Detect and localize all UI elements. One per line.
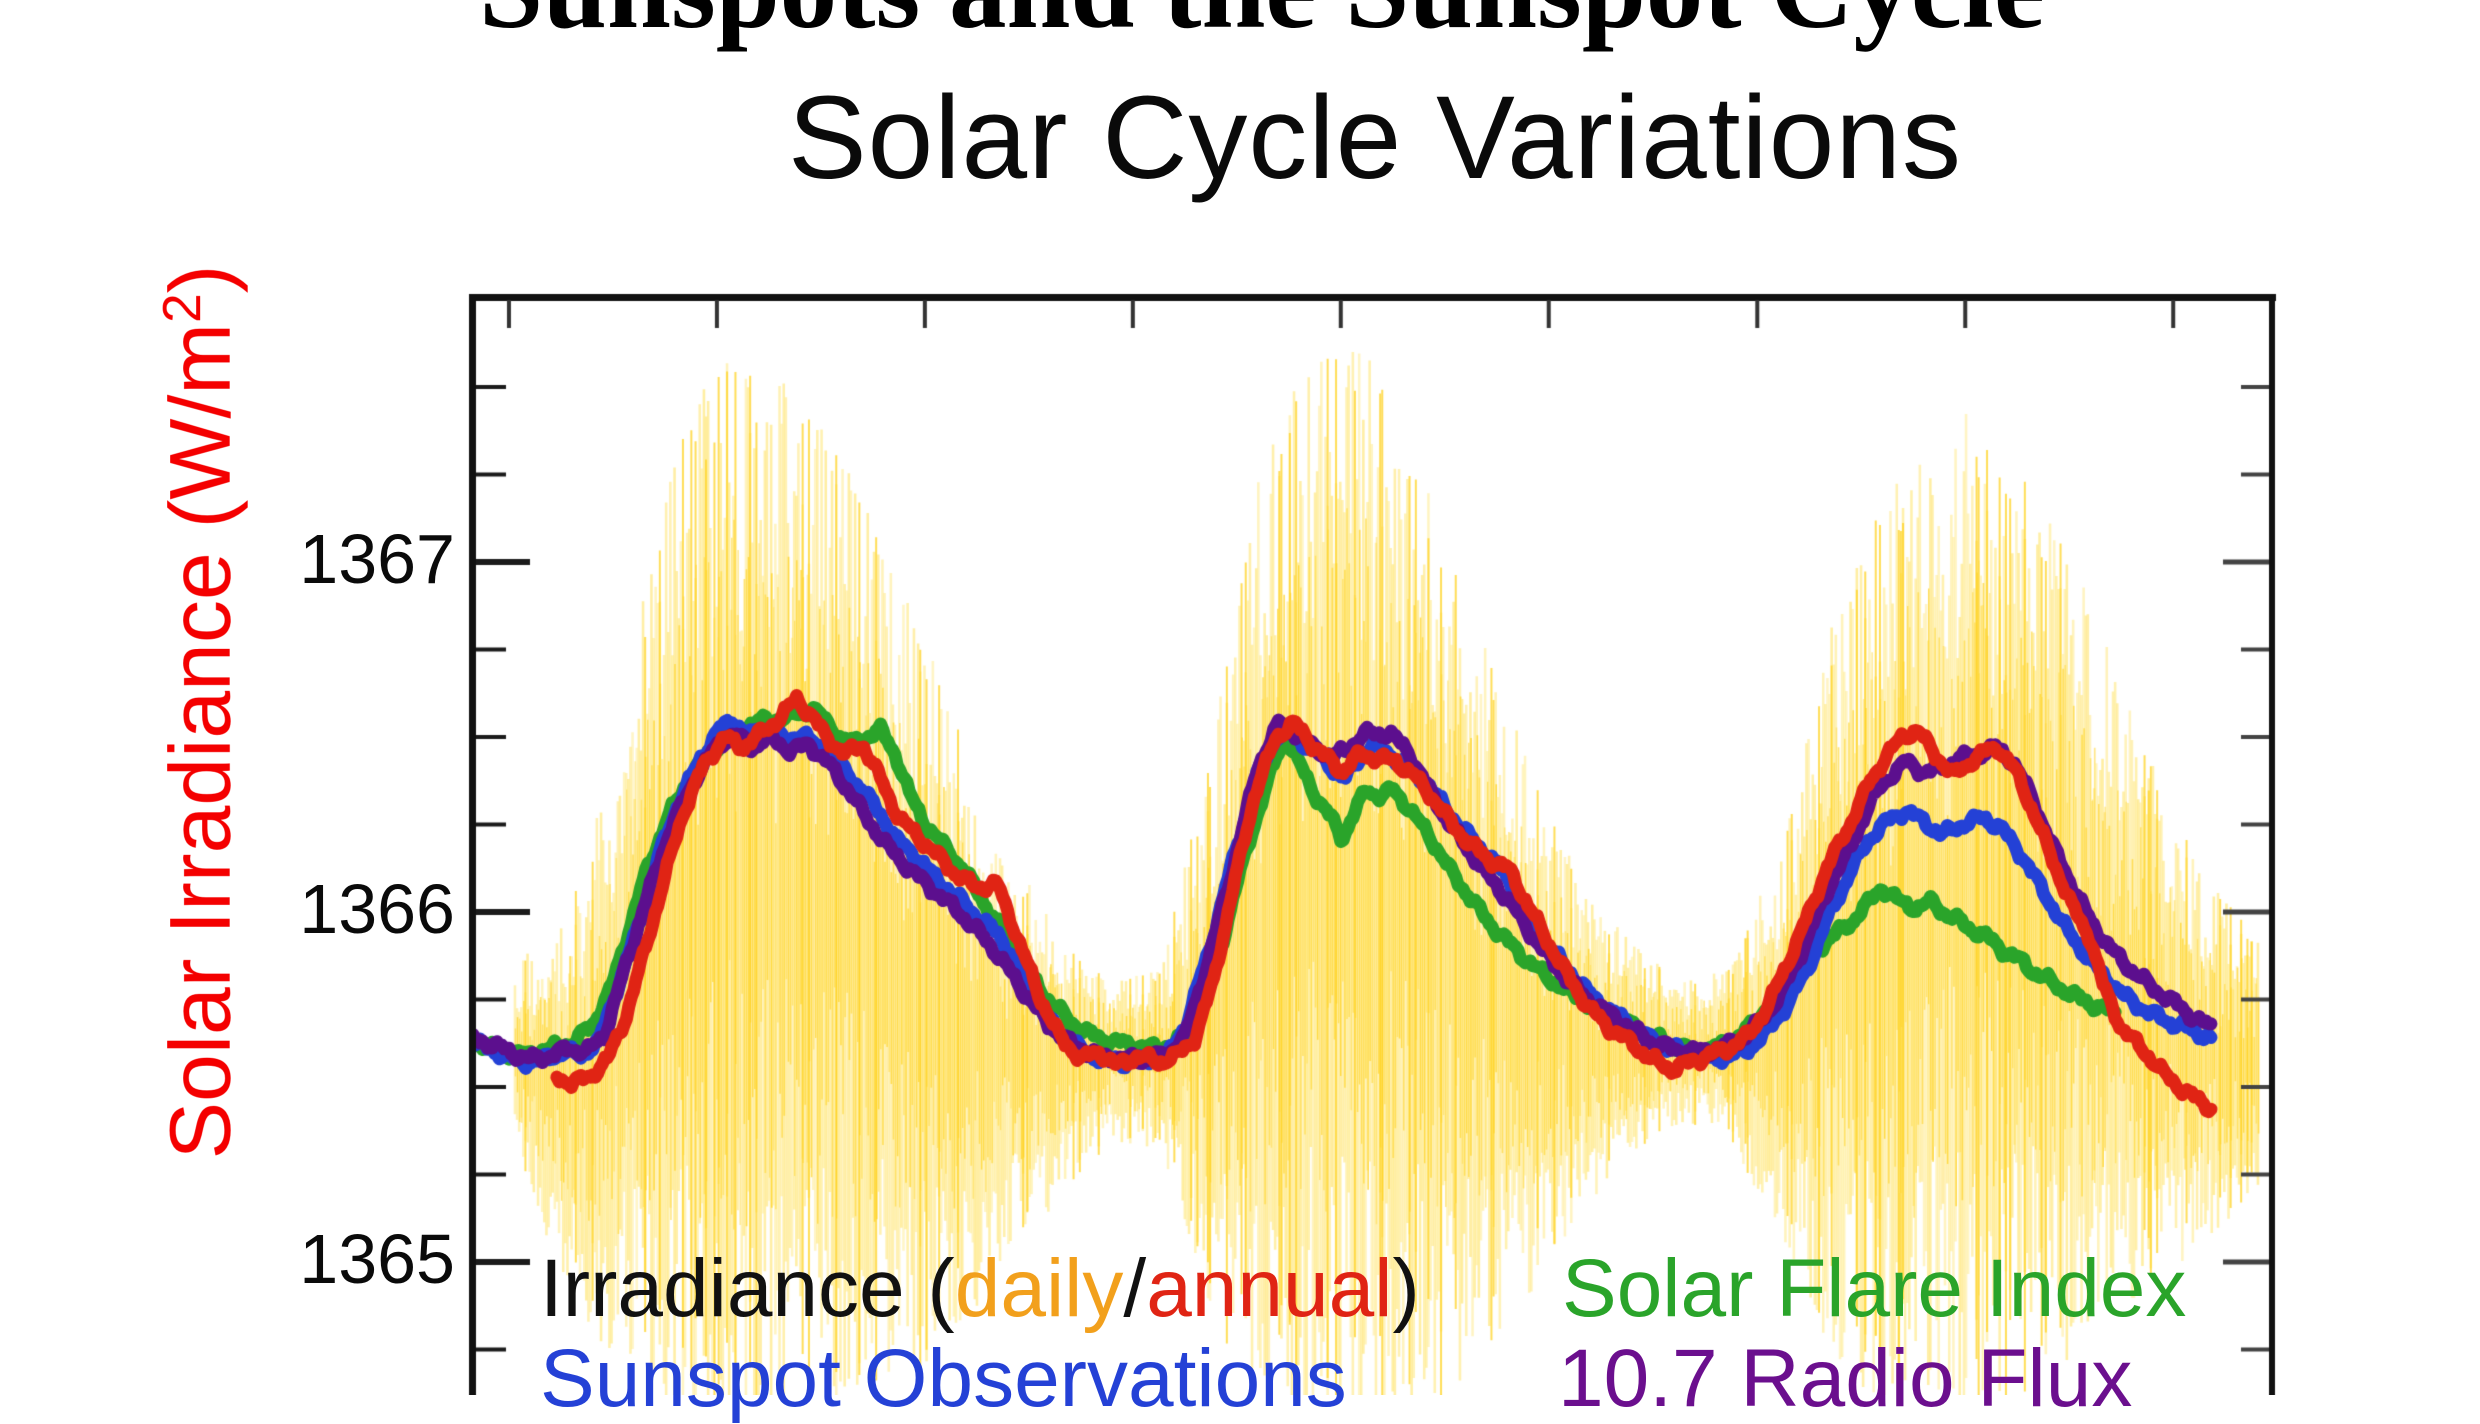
y-tick-label-1365: 1365	[299, 1220, 455, 1298]
legend-irradiance-suffix: )	[1392, 1243, 1420, 1334]
chart-title: Solar Cycle Variations	[787, 72, 1963, 204]
legend-irradiance-annual: annual	[1146, 1243, 1393, 1334]
y-axis-label: Solar Irradiance (W/m2)	[153, 265, 249, 1160]
legend-sunspot-observations: Sunspot Observations	[540, 1333, 1347, 1424]
legend-irradiance-prefix: Irradiance (	[540, 1243, 955, 1334]
y-axis-label-text: Solar Irradiance (W/m	[152, 322, 249, 1160]
y-tick-label-1367: 1367	[299, 520, 455, 598]
legend-irradiance-slash: /	[1123, 1243, 1147, 1334]
legend-irradiance-daily: daily	[954, 1243, 1124, 1334]
legend-radio-flux: 10.7 Radio Flux	[1558, 1333, 2133, 1424]
y-axis-label-close: )	[152, 264, 249, 294]
y-axis-label-superscript: 2	[153, 293, 213, 323]
solar-cycle-plot-canvas	[0, 0, 2480, 1395]
y-tick-label-1366: 1366	[299, 870, 455, 948]
legend-solar-flare-index: Solar Flare Index	[1562, 1243, 2187, 1334]
legend-irradiance: Irradiance (daily/annual)	[540, 1248, 1420, 1330]
page-header-title: Sunspots and the Sunspot Cycle	[0, 0, 2480, 46]
